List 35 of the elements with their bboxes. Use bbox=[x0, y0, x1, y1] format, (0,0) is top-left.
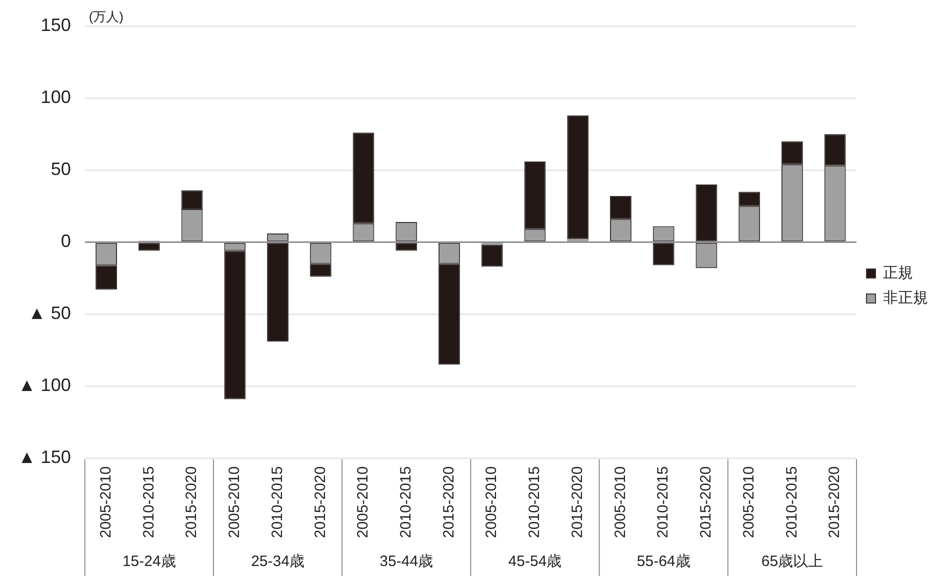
x-tick-label: 2010-2015 bbox=[268, 466, 286, 538]
x-tick-label: 2010-2015 bbox=[140, 466, 158, 538]
text: 65歳以上 bbox=[761, 553, 824, 570]
y-tick-label: 150 bbox=[40, 14, 71, 35]
text: 35-44歳 bbox=[380, 553, 434, 570]
legend-label: 非正規 bbox=[883, 290, 928, 307]
y-tick-label: 50 bbox=[50, 159, 71, 180]
text: 55-64歳 bbox=[636, 553, 690, 570]
x-tick-label: 2010-2015 bbox=[398, 466, 415, 538]
y-tick-label: ▲ 100 bbox=[18, 375, 71, 396]
x-tick-label: 2015-2020 bbox=[568, 466, 586, 538]
x-tick-label: 2005-2010 bbox=[483, 466, 500, 538]
y-tick-label: 0 bbox=[60, 231, 71, 252]
y-tick-label: 100 bbox=[40, 87, 71, 108]
x-tick-label: 2010-2015 bbox=[526, 466, 544, 538]
y-axis-title: (万人) bbox=[88, 9, 124, 24]
x-tick-label: 2015-2020 bbox=[440, 466, 458, 538]
text: 25-34歳 bbox=[251, 553, 304, 570]
x-tick-label: 2015-2020 bbox=[826, 466, 844, 538]
bar bbox=[481, 242, 503, 246]
y-tick-label: ▲ 50 bbox=[28, 303, 71, 324]
y-tick-label: ▲ 150 bbox=[18, 447, 71, 468]
x-tick-label: 2005-2010 bbox=[612, 466, 629, 538]
x-tick-label: 2015-2020 bbox=[183, 466, 200, 538]
x-tick-label: 2005-2010 bbox=[354, 466, 372, 538]
x-tick-label: 2005-2010 bbox=[226, 466, 244, 538]
x-tick-label: 2010-2015 bbox=[783, 466, 800, 538]
legend-label: 正規 bbox=[883, 264, 913, 282]
x-tick-label: 2005-2010 bbox=[97, 466, 114, 538]
text: 45-54歳 bbox=[508, 553, 562, 570]
x-tick-label: 2005-2010 bbox=[740, 466, 758, 538]
x-tick-label: 2015-2020 bbox=[312, 466, 329, 538]
text: 15-24歳 bbox=[122, 553, 176, 570]
x-tick-label: 2010-2015 bbox=[654, 466, 672, 538]
x-tick-label: 2015-2020 bbox=[698, 466, 715, 538]
